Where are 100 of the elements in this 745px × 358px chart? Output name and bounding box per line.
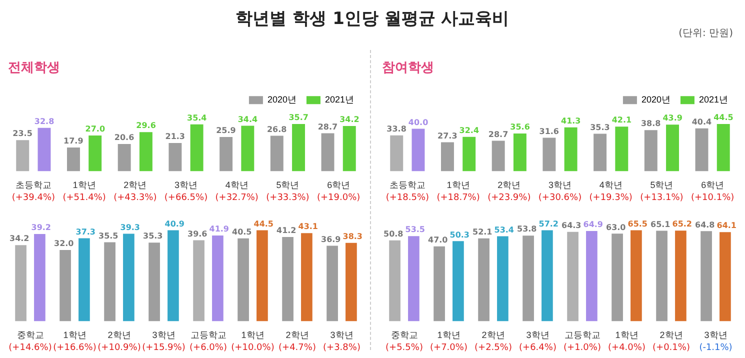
- bar: [346, 242, 357, 322]
- bar: [452, 241, 464, 322]
- bar: [434, 246, 445, 322]
- data-label: 32.8: [34, 116, 55, 126]
- bar: [256, 230, 268, 322]
- data-label: 52.1: [472, 227, 493, 236]
- bar: [220, 136, 233, 172]
- data-label: 23.5: [12, 129, 33, 138]
- x-tick-label: 2학년: [108, 330, 131, 340]
- bar: [123, 234, 134, 322]
- x-tick-label: 6학년: [327, 180, 350, 190]
- data-label: 65.5: [628, 219, 648, 228]
- data-label: 27.3: [438, 131, 458, 140]
- bar: [440, 142, 454, 172]
- data-label: 36.9: [321, 234, 342, 244]
- text: (+43.3%): [114, 192, 157, 203]
- data-label: 44.5: [254, 219, 274, 228]
- text: (+33.3%): [266, 192, 310, 203]
- text: (-1.1%): [699, 342, 732, 353]
- bar: [193, 240, 204, 322]
- x-tick-label: 3학년: [704, 330, 728, 340]
- data-label: 34.2: [340, 115, 360, 124]
- text: (+18.7%): [436, 192, 480, 203]
- legend-label: 2021년: [324, 94, 354, 105]
- x-tick-label: 6학년: [701, 180, 724, 190]
- bar: [412, 128, 425, 172]
- bar: [16, 140, 30, 172]
- data-label: 40.5: [232, 227, 252, 236]
- bar: [78, 238, 90, 322]
- data-label: 53.4: [494, 225, 514, 234]
- data-label: 28.7: [488, 130, 508, 139]
- text: (+19.0%): [316, 192, 360, 203]
- x-tick-label: 2학년: [482, 330, 505, 340]
- x-tick-label: 3학년: [526, 330, 550, 340]
- data-label: 64.1: [716, 221, 737, 230]
- data-label: 44.5: [714, 113, 734, 122]
- data-label: 43.1: [298, 222, 318, 232]
- data-label: 64.8: [695, 220, 716, 230]
- bar: [478, 238, 490, 322]
- bar: [542, 230, 553, 322]
- x-tick-label: 1학년: [446, 180, 470, 190]
- x-tick-label: 2학년: [498, 180, 521, 190]
- legend-label: 2020년: [267, 94, 296, 105]
- bar: [168, 143, 182, 172]
- text: (+23.9%): [488, 192, 531, 203]
- data-label: 35.4: [187, 114, 208, 123]
- bar: [60, 250, 71, 322]
- data-label: 39.3: [120, 222, 140, 232]
- text: (+3.8%): [323, 342, 360, 353]
- text: (+32.7%): [215, 192, 258, 203]
- bar: [238, 238, 249, 322]
- data-label: 28.7: [318, 122, 338, 132]
- data-label: 64.3: [562, 220, 582, 230]
- data-label: 37.3: [76, 227, 96, 236]
- bar: [497, 236, 508, 322]
- text: (+4.7%): [278, 342, 316, 353]
- text: (+1.0%): [564, 342, 601, 353]
- bar: [564, 127, 578, 172]
- bar: [644, 130, 658, 172]
- data-label: 63.0: [606, 222, 626, 232]
- data-label: 35.3: [590, 122, 610, 132]
- data-label: 65.2: [672, 220, 692, 229]
- data-label: 50.3: [450, 230, 470, 240]
- bar: [168, 230, 179, 322]
- text: (+51.4%): [62, 192, 106, 203]
- x-tick-label: 3학년: [330, 330, 354, 340]
- data-label: 40.0: [408, 118, 429, 127]
- text: (+18.5%): [386, 192, 430, 203]
- x-tick-label: 중학교: [390, 330, 418, 340]
- x-tick-label: 3학년: [152, 330, 176, 340]
- bar: [513, 133, 526, 172]
- data-label: 26.8: [266, 124, 288, 134]
- data-label: 38.3: [342, 232, 362, 241]
- data-label: 42.1: [612, 116, 632, 125]
- text: (+13.1%): [640, 192, 684, 203]
- bar: [389, 240, 400, 322]
- x-tick-label: 2학년: [286, 330, 309, 340]
- data-label: 57.2: [538, 219, 558, 228]
- bar: [321, 133, 334, 172]
- bar: [15, 245, 26, 322]
- data-label: 20.6: [114, 133, 135, 142]
- x-tick-label: 3학년: [548, 180, 572, 190]
- data-label: 29.6: [136, 121, 156, 130]
- bar: [615, 126, 628, 172]
- data-label: 40.4: [692, 117, 712, 126]
- text: (+2.5%): [474, 342, 512, 353]
- bar: [241, 126, 254, 172]
- data-label: 65.1: [650, 220, 671, 229]
- data-label: 34.2: [10, 234, 30, 244]
- data-label: 32.0: [54, 239, 74, 248]
- text: (+14.6%): [8, 342, 52, 353]
- legend-label: 2021년: [698, 94, 728, 105]
- bar: [212, 236, 224, 322]
- bar: [292, 124, 306, 172]
- data-label: 27.0: [85, 124, 106, 134]
- bar: [88, 136, 102, 172]
- bar: [594, 134, 607, 172]
- data-label: 17.9: [64, 136, 84, 146]
- data-label: 53.5: [405, 225, 426, 234]
- x-tick-label: 4학년: [599, 180, 622, 190]
